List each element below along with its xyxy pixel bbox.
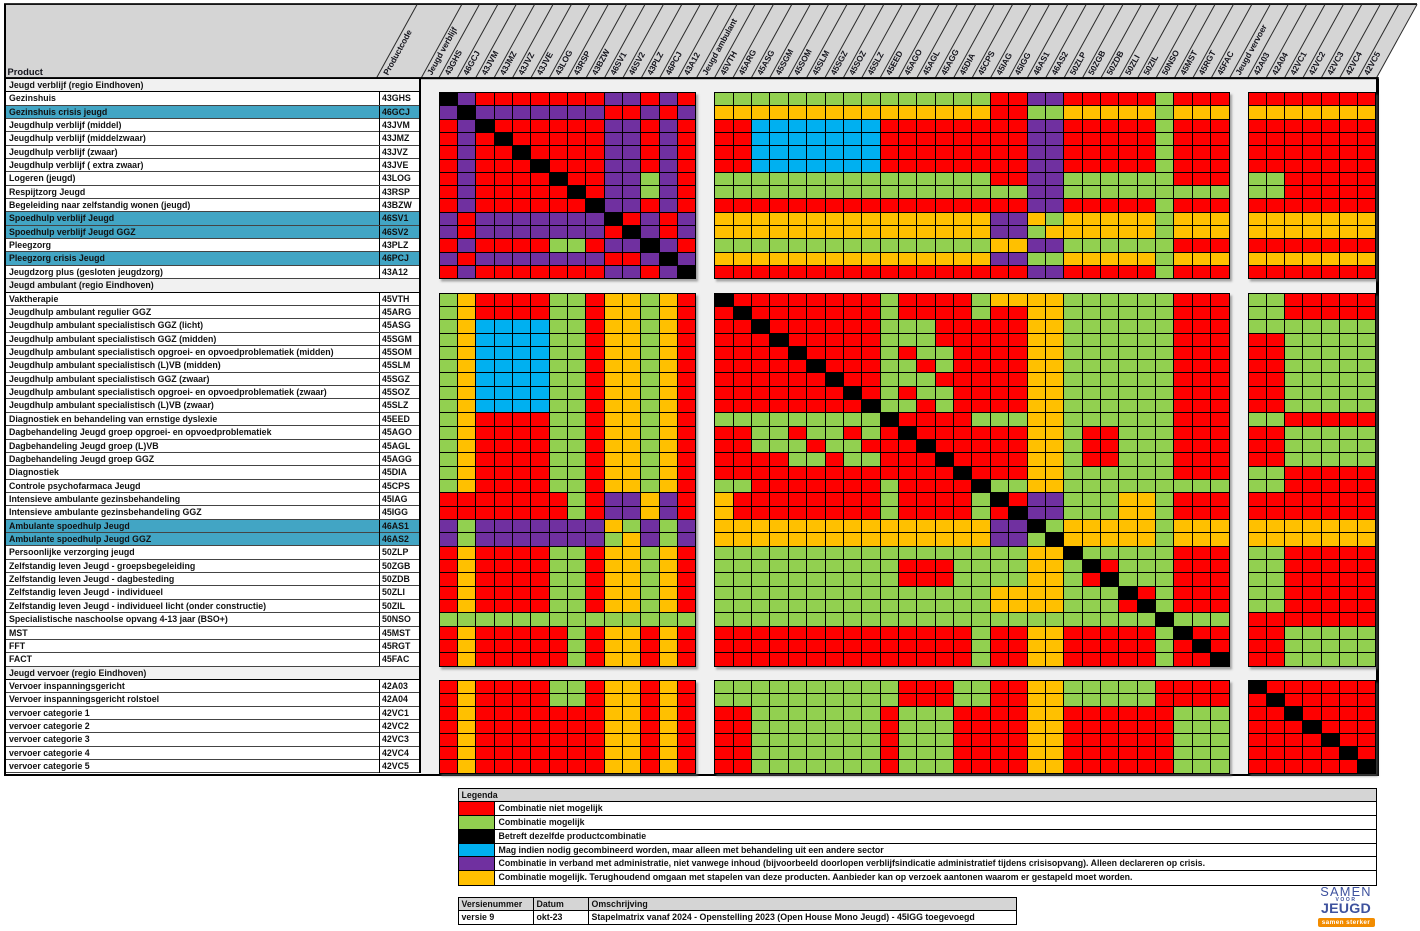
svg-text:Product: Product (8, 66, 43, 77)
